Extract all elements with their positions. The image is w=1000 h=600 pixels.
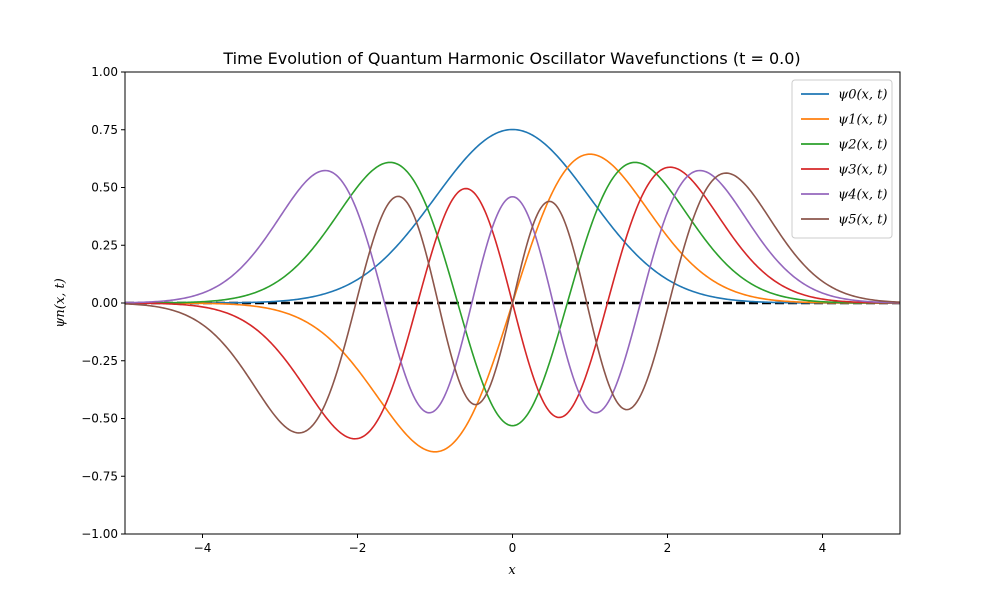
y-axis-label: ψn(x, t) bbox=[53, 278, 68, 328]
x-tick-label: −4 bbox=[194, 541, 212, 555]
legend-label-psi1: ψ1(x, t) bbox=[838, 113, 887, 128]
x-tick-label: −2 bbox=[349, 541, 367, 555]
y-tick-label: 0.00 bbox=[91, 296, 118, 310]
series-line-psi2 bbox=[125, 161, 900, 427]
series-line-psi0 bbox=[125, 128, 900, 304]
y-tick-label: −0.75 bbox=[81, 469, 118, 483]
legend-label-psi4: ψ4(x, t) bbox=[838, 188, 887, 203]
x-axis-label: x bbox=[508, 563, 516, 578]
series-line-psi5 bbox=[125, 172, 900, 434]
y-tick-label: −0.50 bbox=[81, 412, 118, 426]
y-tick-label: 0.50 bbox=[91, 181, 118, 195]
y-tick-label: 0.75 bbox=[91, 123, 118, 137]
y-tick-label: 1.00 bbox=[91, 65, 118, 79]
legend-label-psi0: ψ0(x, t) bbox=[838, 88, 887, 103]
legend-label-psi5: ψ5(x, t) bbox=[838, 213, 887, 228]
chart-title: Time Evolution of Quantum Harmonic Oscil… bbox=[222, 49, 800, 68]
legend-label-psi2: ψ2(x, t) bbox=[838, 138, 887, 153]
legend: ψ0(x, t) ψ1(x, t) ψ2(x, t) ψ3(x, t) ψ4(x, t)… bbox=[791, 79, 893, 239]
y-tick-label: −1.00 bbox=[81, 527, 118, 541]
x-tick-label: 2 bbox=[664, 541, 672, 555]
y-tick-label: 0.25 bbox=[91, 238, 118, 252]
x-tick-label: 0 bbox=[509, 541, 517, 555]
x-axis-ticks: −4 −2 0 2 4 bbox=[194, 534, 827, 555]
series-layer bbox=[125, 128, 900, 453]
legend-label-psi3: ψ3(x, t) bbox=[838, 163, 887, 178]
series-line-psi4 bbox=[125, 169, 900, 414]
y-axis-ticks: −1.00 −0.75 −0.50 −0.25 0.00 0.25 0.50 0.75 1.00 bbox=[81, 65, 125, 541]
x-tick-label: 4 bbox=[819, 541, 827, 555]
y-tick-label: −0.25 bbox=[81, 354, 118, 368]
